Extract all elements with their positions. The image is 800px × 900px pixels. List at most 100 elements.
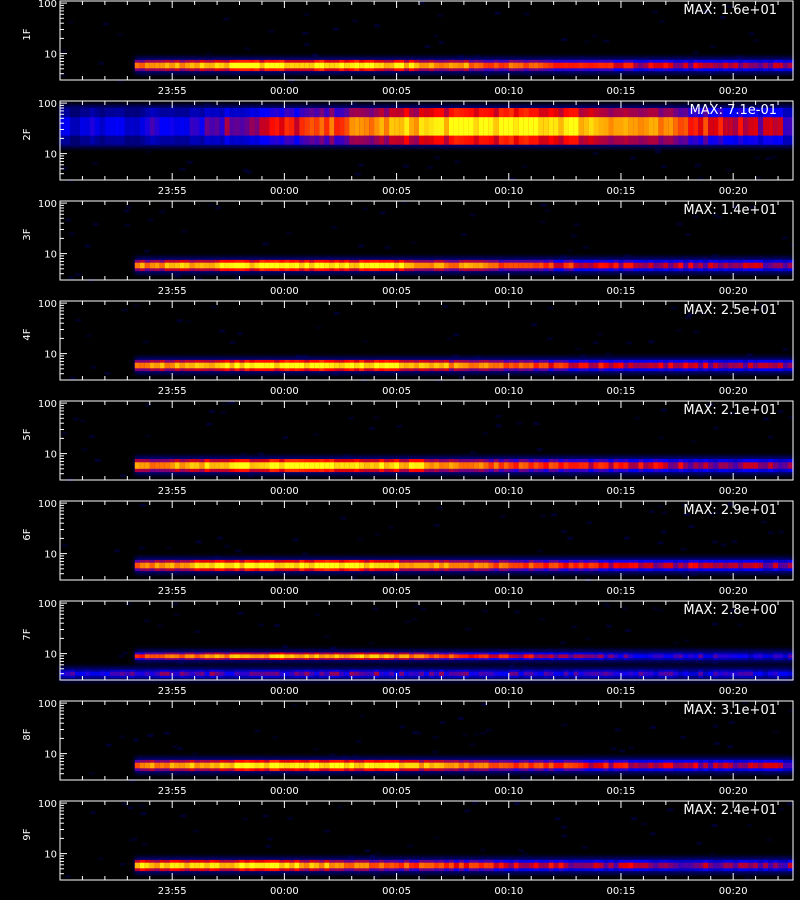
spectrogram-cell xyxy=(718,762,724,769)
spectrogram-cell xyxy=(79,117,86,136)
noise-cell xyxy=(163,731,170,735)
spectrogram-cell xyxy=(174,62,181,69)
spectrogram-cell xyxy=(284,862,290,869)
noise-cell xyxy=(682,574,689,578)
noise-cell xyxy=(624,254,631,258)
spectrogram-cell xyxy=(533,654,540,659)
spectrogram-cell xyxy=(189,654,196,659)
spectrogram-cell xyxy=(553,362,560,369)
spectrogram-cell xyxy=(548,654,555,659)
spectrogram-cell xyxy=(219,62,226,69)
spectrogram-cell xyxy=(568,562,575,569)
spectrogram-cell xyxy=(249,671,256,676)
spectrogram-cell xyxy=(419,654,425,659)
x-tick-label: 00:05 xyxy=(382,386,411,397)
spectrogram-cell xyxy=(558,562,565,569)
spectrogram-cell xyxy=(414,462,420,469)
y-tick-label: 100 xyxy=(38,99,57,110)
noise-cell xyxy=(619,749,626,753)
spectrogram-cell xyxy=(773,62,779,69)
spectrogram-cell xyxy=(149,62,156,69)
spectrogram-cell xyxy=(653,362,659,369)
noise-cell xyxy=(483,73,490,76)
x-tick-label: 00:05 xyxy=(382,786,411,797)
spectrogram-cell xyxy=(239,562,246,569)
spectrogram-cell xyxy=(693,562,699,569)
spectrogram-cell xyxy=(354,862,360,869)
spectrogram-cell xyxy=(99,117,106,136)
spectrogram-cell xyxy=(738,654,744,659)
spectrogram-cell xyxy=(493,462,500,469)
x-axis: 23:55 00:00 00:05 00:10 00:15 00:20 xyxy=(81,1,779,97)
noise-cell xyxy=(676,328,683,332)
noise-cell xyxy=(203,102,210,106)
spectrogram-cell xyxy=(673,862,679,869)
spectrogram-cell xyxy=(204,671,211,676)
spectrogram-cell xyxy=(718,62,724,69)
spectrogram-cell xyxy=(279,362,285,369)
y-tick-label: 10 xyxy=(44,550,57,561)
spectrogram-cell xyxy=(468,654,475,659)
spectrogram-cell xyxy=(678,862,684,869)
noise-cell xyxy=(537,549,544,553)
noise-cell xyxy=(713,742,720,745)
spectrogram-cell xyxy=(643,671,649,676)
spectrogram-cell xyxy=(369,562,375,569)
noise-cell xyxy=(206,422,213,426)
noise-cell xyxy=(536,447,543,451)
spectrogram-cell xyxy=(663,862,669,869)
spectrogram-cell xyxy=(349,654,355,659)
spectrogram-cell xyxy=(758,117,764,136)
spectrogram-cell xyxy=(189,262,196,269)
spectrogram-cell xyxy=(598,671,605,676)
spectrogram-cell xyxy=(384,762,390,769)
spectrogram-cell xyxy=(788,654,794,659)
noise-cell xyxy=(711,213,718,217)
spectrogram-cell xyxy=(508,362,515,369)
spectrogram-cell xyxy=(369,262,375,269)
spectrogram-cell xyxy=(598,562,605,569)
noise-cell xyxy=(680,736,687,739)
spectrogram-cell xyxy=(269,671,275,676)
spectrogram-cell xyxy=(563,654,570,659)
spectrogram-cell xyxy=(279,654,285,659)
spectrogram-cell xyxy=(698,762,704,769)
spectrogram-cell xyxy=(269,762,275,769)
spectrogram-cell xyxy=(478,117,485,136)
spectrogram-cell xyxy=(713,362,719,369)
spectrogram-cell xyxy=(124,117,131,136)
spectrogram-cell xyxy=(354,262,360,269)
spectrogram-cell xyxy=(399,862,405,869)
noise-cell xyxy=(623,536,630,540)
spectrogram-cell xyxy=(743,117,749,136)
spectrogram-cell xyxy=(778,654,784,659)
spectrogram-cell xyxy=(434,262,440,269)
spectrogram-cell xyxy=(359,862,365,869)
spectrogram-cell xyxy=(444,462,450,469)
spectrogram-cell xyxy=(623,62,630,69)
spectrogram-cell xyxy=(483,117,490,136)
noise-cell xyxy=(469,743,476,747)
spectrogram-cell xyxy=(149,262,156,269)
spectrogram-cell xyxy=(179,62,186,69)
noise-cell xyxy=(742,701,748,705)
noise-cell xyxy=(446,337,453,341)
spectrogram-cell xyxy=(628,762,634,769)
spectrogram-cell xyxy=(768,862,774,869)
spectrogram-cell xyxy=(573,762,580,769)
spectrogram-cell xyxy=(778,462,784,469)
spectrogram-cell xyxy=(648,117,654,136)
spectrogram-cell xyxy=(234,62,241,69)
max-value-label: MAX: 2.5e+01 xyxy=(683,303,777,318)
noise-cell xyxy=(372,607,379,611)
spectrogram-cell xyxy=(424,862,430,869)
spectrogram-cell xyxy=(508,654,515,659)
spectrogram-cell xyxy=(434,562,440,569)
axes-frame xyxy=(59,700,794,781)
spectrogram-cell xyxy=(498,262,505,269)
spectrogram-cell xyxy=(518,671,525,676)
